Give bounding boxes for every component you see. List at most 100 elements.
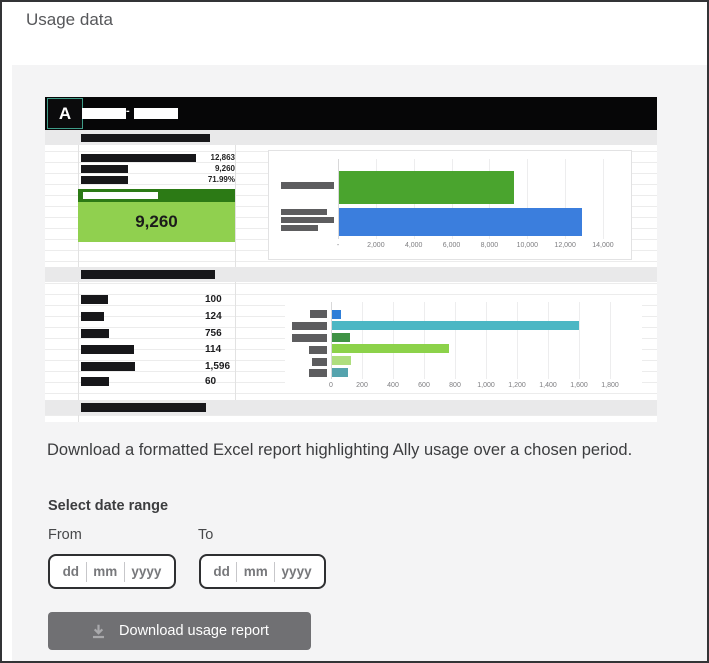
x-axis-tick-label: 1,600	[570, 382, 588, 389]
detail-value: 114	[205, 344, 222, 355]
summary-value: 12,863	[210, 153, 235, 162]
date-range-heading: Select date range	[48, 498, 169, 514]
chart-axis-line	[331, 302, 332, 379]
redacted-text-bar	[81, 377, 109, 386]
redacted-text-bar	[81, 134, 210, 142]
field-separator	[85, 561, 87, 582]
detail-value: 124	[205, 311, 222, 322]
redacted-category-label	[309, 369, 327, 377]
page-title: Usage data	[26, 10, 113, 29]
to-day-field[interactable]: dd	[213, 564, 230, 579]
redacted-text-bar	[81, 362, 135, 371]
highlight-value-cell: 9,260	[78, 202, 235, 242]
download-icon	[93, 624, 105, 638]
redacted-text-bar	[81, 154, 196, 162]
to-month-field[interactable]: mm	[243, 564, 268, 579]
detail-value: 756	[205, 328, 222, 339]
redacted-text-bar	[81, 345, 134, 354]
chart-gridline	[393, 302, 394, 379]
redacted-header-text	[134, 108, 178, 119]
x-axis-tick-label: 800	[449, 382, 461, 389]
redacted-text-bar	[81, 312, 104, 321]
redacted-category-label	[292, 322, 327, 330]
redacted-text-bar	[81, 329, 109, 338]
from-label: From	[48, 527, 82, 543]
chart-bar	[339, 208, 582, 236]
x-axis-tick-label: 1,200	[508, 382, 526, 389]
x-axis-tick-label: 0	[329, 382, 333, 389]
redacted-category-label	[309, 346, 327, 354]
from-month-field[interactable]: mm	[93, 564, 118, 579]
redacted-text-bar	[81, 403, 206, 412]
chart-gridline	[527, 159, 529, 239]
chart-gridline	[579, 302, 580, 379]
x-axis-tick-label: 1,000	[477, 382, 495, 389]
x-axis-tick-label: 200	[356, 382, 368, 389]
chart-gridline	[517, 302, 518, 379]
chart-gridline	[455, 302, 456, 379]
x-axis-tick-label: -	[336, 242, 340, 249]
summary-chart: - 2,000 4,000 6,000 8,000 10,000 12,000 14,000	[268, 150, 632, 260]
redacted-category-label	[281, 209, 327, 215]
redacted-text-bar	[81, 176, 128, 184]
report-preview-sheet: A - 12,863 9,260 71.99% 9,260 - 2,000 4,00…	[45, 97, 657, 422]
chart-gridline	[424, 302, 425, 379]
x-axis-tick-label: 1,800	[601, 382, 619, 389]
field-separator	[236, 561, 238, 582]
field-separator	[274, 561, 276, 582]
from-year-field[interactable]: yyyy	[131, 564, 162, 579]
download-button-label: Download usage report	[119, 623, 269, 639]
header-date-separator: -	[126, 105, 130, 117]
to-label: To	[198, 527, 214, 543]
from-day-field[interactable]: dd	[62, 564, 80, 579]
redacted-category-label	[281, 217, 334, 223]
chart-gridline	[602, 159, 604, 239]
x-axis-tick-label: 1,400	[539, 382, 557, 389]
summary-value: 71.99%	[207, 175, 235, 184]
redacted-header-text	[82, 108, 126, 119]
redacted-category-label	[312, 358, 327, 366]
redacted-text-bar	[81, 165, 128, 173]
chart-bar	[332, 310, 341, 319]
chart-gridline	[362, 302, 363, 379]
detail-value: 1,596	[205, 361, 231, 372]
x-axis-tick-label: 400	[387, 382, 399, 389]
x-axis-tick-label: 600	[418, 382, 430, 389]
chart-bar	[332, 356, 351, 365]
redacted-text-bar	[81, 270, 215, 279]
chart-bar	[332, 321, 579, 330]
detail-value: 60	[205, 376, 217, 387]
redacted-category-label	[310, 310, 327, 318]
redacted-category-label	[281, 182, 334, 189]
x-axis-tick-label: 12,000	[554, 242, 576, 249]
x-axis-tick-label: 14,000	[592, 242, 614, 249]
download-usage-report-button[interactable]: Download usage report	[48, 612, 311, 650]
redacted-green-header-text	[83, 192, 158, 199]
redacted-category-label	[281, 225, 318, 231]
chart-axis-line	[338, 159, 339, 239]
ally-logo: A	[47, 98, 83, 129]
chart-gridline	[565, 159, 567, 239]
usage-data-panel: A - 12,863 9,260 71.99% 9,260 - 2,000 4,00…	[12, 65, 707, 661]
chart-gridline	[548, 302, 549, 379]
from-date-input[interactable]: dd mm yyyy	[48, 554, 176, 589]
chart-bar	[332, 344, 449, 353]
field-separator	[123, 561, 125, 582]
x-axis-tick-label: 2,000	[367, 242, 385, 249]
report-description: Download a formatted Excel report highli…	[47, 441, 633, 459]
x-axis-tick-label: 10,000	[516, 242, 538, 249]
to-date-input[interactable]: dd mm yyyy	[199, 554, 326, 589]
x-axis-tick-label: 4,000	[404, 242, 423, 249]
x-axis-tick-label: 8,000	[480, 242, 499, 249]
detail-value: 100	[205, 294, 222, 305]
to-year-field[interactable]: yyyy	[281, 564, 312, 579]
chart-bar	[332, 368, 348, 377]
summary-value: 9,260	[214, 164, 235, 173]
chart-bar	[339, 171, 514, 204]
redacted-text-bar	[81, 295, 108, 304]
chart-bar	[332, 333, 350, 342]
chart-gridline	[486, 302, 487, 379]
redacted-category-label	[292, 334, 327, 342]
x-axis-tick-label: 6,000	[442, 242, 461, 249]
